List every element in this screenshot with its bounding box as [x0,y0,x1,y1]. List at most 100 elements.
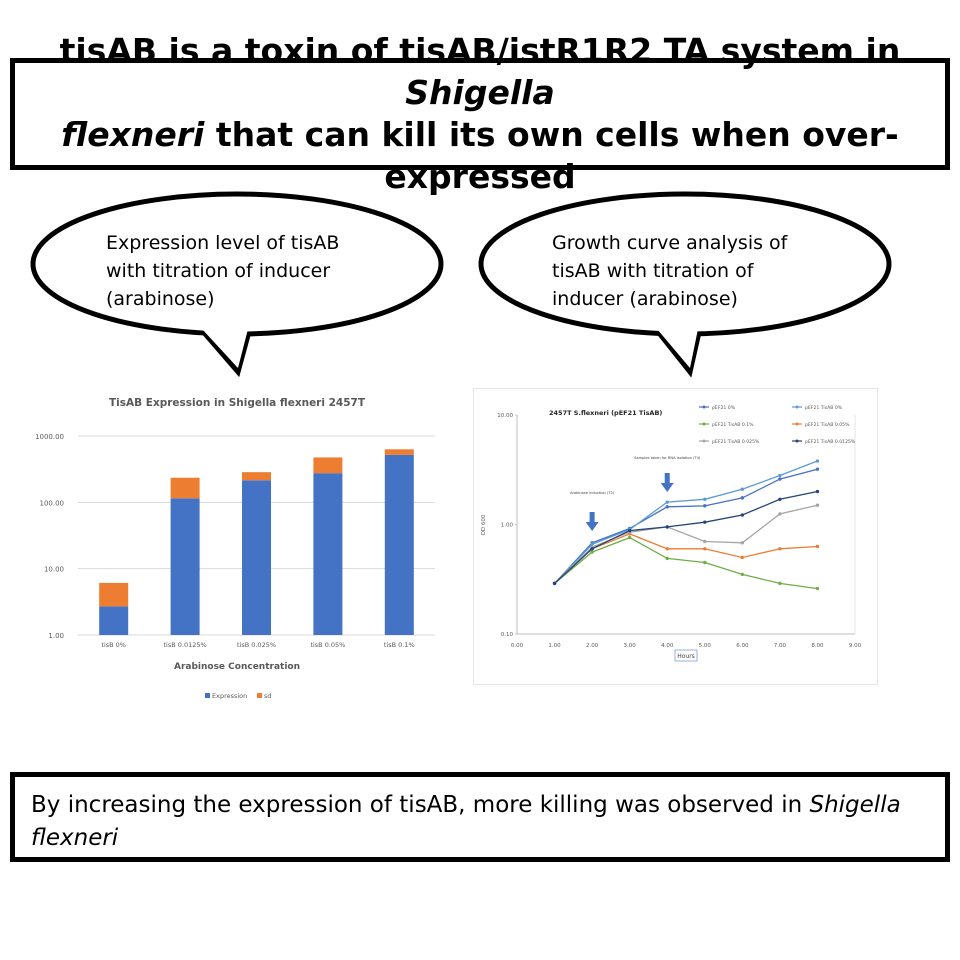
series-point [590,542,594,546]
bubble-left-line-2: with titration of inducer [106,260,331,282]
bubble-right-line-1: Growth curve analysis of [552,232,788,254]
series-point [665,500,669,504]
annotation-induction: Arabinose induction (T2) [570,491,615,495]
y-tick-label: 1.00 [501,523,514,529]
series-line [554,490,818,584]
x-tick-label: tisB 0.05% [310,641,345,649]
y-tick-label: 10.00 [44,566,64,574]
bar-expression [242,480,271,635]
bar-sd [384,449,414,455]
bubble-left-text: Expression level of tisAB with titration… [106,229,339,313]
legend-label: Expression [212,692,247,700]
x-tick-label: tisB 0.1% [384,641,415,649]
series-point [665,547,669,551]
series-point [590,547,594,551]
series-point [740,541,745,545]
title-part-1: tisAB is a toxin of tisAB/istR1R2 TA sys… [59,31,901,70]
series-point [703,539,707,544]
speech-bubble-left [30,191,444,378]
bubble-right-line-3: inducer (arabinose) [552,288,738,310]
y-tick-label: 0.10 [501,632,514,638]
title-line-2: flexneri that can kill its own cells whe… [15,114,945,198]
series-line [554,460,818,584]
series-point [740,572,745,577]
conclusion-italic-1: Shigella [809,792,901,818]
legend-label: pEF21 TisAB 0.025% [712,439,760,445]
series-point [665,525,669,529]
legend-label: pEF21 0% [712,405,736,411]
series-point [815,544,820,549]
speech-bubble-right [478,191,892,378]
legend-marker [795,405,799,409]
x-tick-label: 9.00 [849,643,862,649]
bar-expression [313,473,343,635]
bar-sd [99,582,129,607]
legend-swatch [205,693,210,698]
conclusion-italic-2: flexneri [31,825,119,851]
x-tick-label: tisB 0.025% [237,641,276,649]
series-line [554,533,818,584]
legend-swatch [257,693,262,698]
series-point [815,489,820,494]
legend-label: pEF21 TisAB 0.0125% [805,439,856,445]
series-point [703,560,707,565]
speech-bubbles [30,191,892,378]
bubble-right-line-2: tisAB with titration of [552,260,754,282]
series-point [627,535,632,540]
series-point [665,505,669,509]
series-point [815,586,820,591]
series-point [778,497,782,501]
y-tick-label: 1.00 [48,632,64,640]
x-tick-label: 3.00 [624,643,637,649]
series-point [703,504,707,508]
bar-expression [170,498,200,635]
y-tick-label: 100.00 [40,499,65,507]
x-tick-label: 8.00 [811,643,824,649]
chart-title: 2457T S.flexneri (pEF21 TisAB) [549,409,662,417]
legend-label: pEF21 TisAB 0.05% [805,422,850,428]
growth-chart-panel: 0.10 1.00 10.00 0.00 1.00 2.00 3.00 4.00 5.00 6.0… [473,388,878,685]
x-axis-title-box [674,649,698,662]
series-point [703,547,707,551]
series-line [554,504,818,584]
series-point [815,503,820,507]
legend-label: pEF21 TisAB 0.1% [712,422,754,428]
series-point [740,487,745,491]
y-tick-label: 10.00 [497,413,513,419]
legend-marker [795,439,799,443]
legend-marker [702,439,706,443]
series-line [554,468,818,584]
legend-label: sd [264,692,272,700]
bar-expression [384,454,414,635]
bar-sd [242,472,271,481]
bubble-right-text: Growth curve analysis of tisAB with titr… [552,229,787,313]
x-tick-label: tisB 0% [101,641,126,649]
series-point [778,477,782,481]
conclusion-text: By increasing the expression of tisAB, m… [31,792,810,818]
series-point [590,550,594,554]
series-point [815,467,820,471]
title-italic-1: Shigella [405,73,555,112]
annotation-arrow [585,512,599,531]
x-tick-label: 2.00 [586,643,599,649]
y-tick-label: 1000.00 [35,433,64,441]
x-tick-label: tisB 0.0125% [164,641,207,649]
chart-title: TisAB Expression in Shigella flexneri 24… [109,397,366,409]
x-tick-label: 5.00 [699,643,712,649]
legend-marker [795,422,799,426]
series-point [703,520,707,524]
series-point [778,547,782,551]
series-point [815,459,820,463]
series-point [627,528,632,533]
legend-label: pEF21 TisAB 0% [805,405,843,411]
series-point [740,513,745,517]
title-line-1: tisAB is a toxin of tisAB/istR1R2 TA sys… [15,30,945,114]
series-point [740,555,745,560]
bar-sd [170,477,200,499]
x-axis-title: Hours [677,653,695,660]
conclusion-box: By increasing the expression of tisAB, m… [10,772,950,862]
bubble-left-line-3: (arabinose) [106,288,215,310]
annotation-arrow [660,473,674,492]
x-tick-label: 4.00 [661,643,674,649]
series-point [552,581,557,586]
